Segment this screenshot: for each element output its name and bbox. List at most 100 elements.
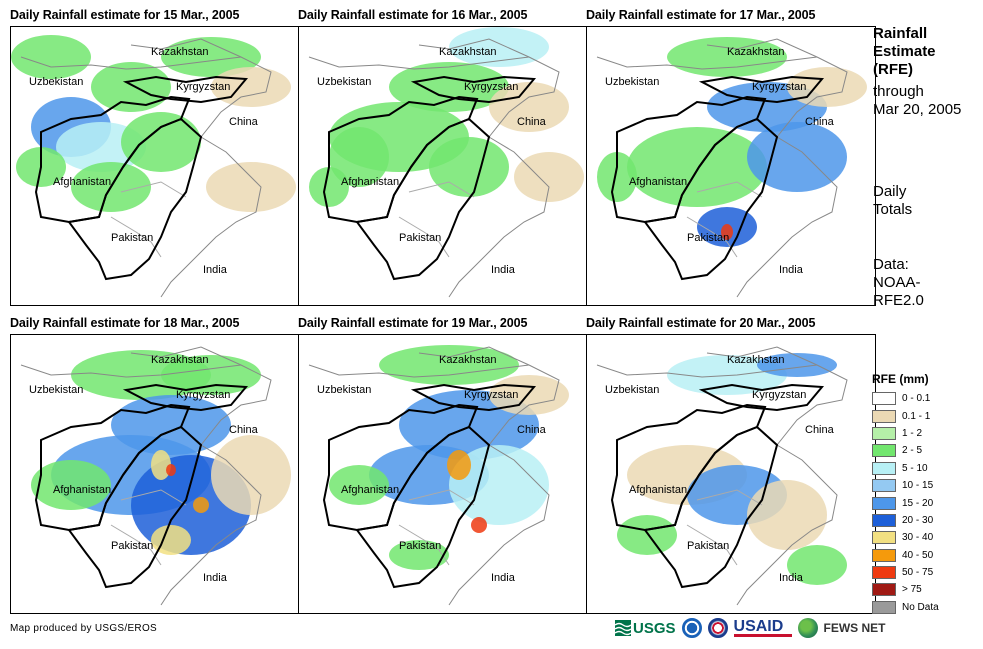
map-canvas: Kazakhstan Uzbekistan Kyrgyzstan China Afgha… [596, 37, 867, 298]
province-border [686, 489, 763, 566]
legend-swatch [872, 566, 896, 580]
map-label-india: India [491, 572, 516, 584]
usgs-logo: USGS [615, 620, 676, 637]
map-label-india: India [203, 264, 228, 276]
map-label-india: India [779, 572, 804, 584]
rainfall-area [447, 450, 471, 480]
map-label-kyrgyzstan: Kyrgyzstan [464, 81, 518, 93]
map-label-uzbekistan: Uzbekistan [317, 384, 371, 396]
rainfall-area [193, 497, 209, 513]
legend-swatch [872, 392, 896, 406]
agency-logos: USGS USAID FEWS NET [615, 618, 886, 638]
map-label-pakistan: Pakistan [399, 232, 441, 244]
kyrgyzstan-border [122, 75, 249, 104]
legend-label: 5 - 10 [902, 462, 928, 474]
country-border [418, 38, 560, 138]
rainfall-map: Kazakhstan Uzbekistan Kyrgyzstan China Afgha… [586, 26, 876, 306]
fewsnet-text: FEWS NET [823, 621, 886, 635]
kyrgyzstan-border [122, 383, 249, 412]
province-border [398, 489, 475, 566]
sidebar-totals: Totals [873, 201, 913, 218]
kyrgyzstan-border [698, 383, 825, 412]
usgs-wave-icon [615, 620, 631, 636]
province-border [686, 181, 763, 258]
pakistan-border [67, 117, 203, 281]
legend-item: 0.1 - 1 [872, 407, 982, 424]
map-label-uzbekistan: Uzbekistan [605, 384, 659, 396]
panel-title: Daily Rainfall estimate for 18 Mar., 200… [10, 316, 240, 330]
legend-label: 0.1 - 1 [902, 410, 931, 422]
rainfall-area [161, 355, 261, 395]
rainfall-area [667, 37, 787, 77]
legend-label: 50 - 75 [902, 567, 934, 579]
rainfall-area [389, 62, 509, 112]
rainfall-map: Kazakhstan Uzbekistan Kyrgyzstan China Afgha… [298, 26, 588, 306]
legend-label: 0 - 0.1 [902, 393, 931, 405]
map-label-pakistan: Pakistan [687, 232, 729, 244]
rainfall-area [31, 460, 111, 510]
map-label-kyrgyzstan: Kyrgyzstan [176, 389, 230, 401]
kyrgyzstan-border [410, 75, 537, 104]
legend-swatch [872, 479, 896, 493]
rainfall-area [379, 345, 519, 385]
legend-swatch [872, 409, 896, 423]
map-label-afghanistan: Afghanistan [53, 484, 111, 496]
province-border [110, 489, 187, 566]
sidebar-title-line: Estimate [873, 43, 936, 60]
sidebar-title-line: Rainfall [873, 25, 928, 42]
legend-swatch [872, 426, 896, 440]
legend-item: 20 - 30 [872, 512, 982, 529]
country-border [448, 444, 550, 606]
map-label-china: China [517, 424, 547, 436]
country-border [596, 56, 818, 70]
rainfall-area [151, 450, 171, 480]
map-label-india: India [491, 264, 516, 276]
legend-label: 30 - 40 [902, 532, 934, 544]
country-border [596, 364, 818, 378]
pakistan-border [355, 425, 491, 589]
rainfall-area [211, 435, 291, 515]
rainfall-map: Kazakhstan Uzbekistan Kyrgyzstan China Afgha… [10, 334, 300, 614]
rainfall-area [121, 112, 201, 172]
map-label-china: China [229, 116, 259, 128]
map-label-china: China [805, 116, 835, 128]
rainfall-area [489, 82, 569, 132]
rainfall-area [309, 167, 349, 207]
legend-label: > 75 [902, 584, 922, 596]
legend-item: 5 - 10 [872, 460, 982, 477]
kyrgyzstan-border [410, 383, 537, 412]
rainfall-area [514, 152, 584, 202]
sidebar-daily-block: Daily Totals [873, 183, 912, 219]
country-border [20, 364, 242, 378]
map-label-uzbekistan: Uzbekistan [605, 76, 659, 88]
map-label-kazakhstan: Kazakhstan [151, 46, 208, 58]
noaa-logo-icon [681, 618, 702, 638]
map-canvas: Kazakhstan Uzbekistan Kyrgyzstan China Afgha… [596, 346, 848, 606]
legend-label: No Data [902, 601, 939, 613]
map-label-kyrgyzstan: Kyrgyzstan [752, 389, 806, 401]
map-label-pakistan: Pakistan [111, 540, 153, 552]
rainfall-area [161, 37, 261, 77]
map-canvas: Kazakhstan Uzbekistan Kyrgyzstan China Afgha… [308, 27, 584, 298]
rainfall-map: Kazakhstan Uzbekistan Kyrgyzstan China Afgha… [10, 26, 300, 306]
legend-item: 10 - 15 [872, 477, 982, 494]
panel-title: Daily Rainfall estimate for 19 Mar., 200… [298, 316, 528, 330]
map-label-uzbekistan: Uzbekistan [29, 76, 83, 88]
sidebar-title: Rainfall Estimate (RFE) [873, 25, 936, 79]
province-border [398, 181, 475, 258]
map-label-kazakhstan: Kazakhstan [727, 354, 784, 366]
map-label-india: India [779, 264, 804, 276]
legend-swatch [872, 548, 896, 562]
map-label-china: China [517, 116, 547, 128]
legend-label: 1 - 2 [902, 427, 923, 439]
usaid-text: USAID [733, 617, 784, 635]
country-border [160, 444, 262, 606]
legend-swatch [872, 513, 896, 527]
map-label-afghanistan: Afghanistan [629, 484, 687, 496]
rainfall-area [91, 62, 171, 112]
legend-item: No Data [872, 599, 982, 616]
province-border [110, 181, 187, 258]
legend-swatch [872, 461, 896, 475]
map-label-afghanistan: Afghanistan [53, 176, 111, 188]
fewsnet-globe-icon [797, 618, 818, 638]
